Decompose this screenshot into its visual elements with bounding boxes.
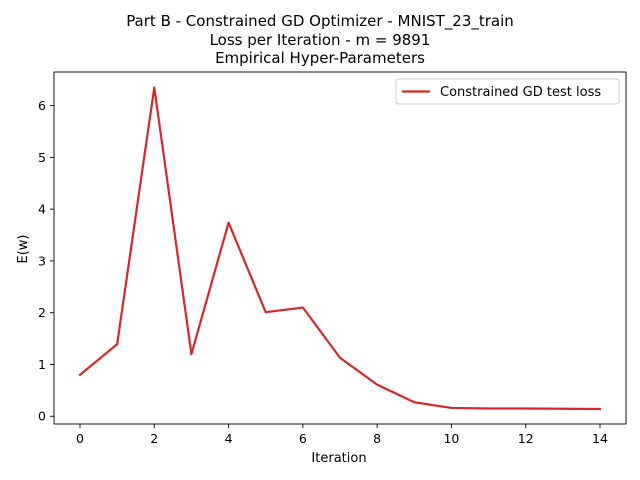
chart-title-line-1: Part B - Constrained GD Optimizer - MNIS… [126, 12, 514, 30]
series-line-0 [78, 86, 602, 411]
y-tick-label: 0 [38, 409, 46, 424]
axes-frame [53, 71, 627, 425]
x-axis-label: Iteration [311, 451, 366, 466]
y-tick-label: 1 [38, 357, 46, 372]
x-tick-label: 12 [518, 431, 534, 446]
y-tick-label: 5 [38, 150, 46, 165]
x-axis: 0 2 4 6 8 10 12 14 [76, 424, 608, 446]
chart-title-line-2: Loss per Iteration - m = 9891 [209, 31, 431, 49]
x-tick-label: 14 [592, 431, 608, 446]
legend-label: Constrained GD test loss [440, 85, 601, 100]
legend: Constrained GD test loss [395, 78, 620, 105]
chart-title-line-3: Empirical Hyper-Parameters [215, 49, 425, 67]
x-tick-label: 8 [373, 431, 381, 446]
y-axis: 0 1 2 3 4 5 6 [38, 98, 54, 424]
plot-frame [53, 71, 627, 425]
x-tick-label: 6 [299, 431, 307, 446]
x-tick-label: 10 [443, 431, 459, 446]
x-tick-label: 2 [150, 431, 158, 446]
y-tick-label: 3 [38, 253, 46, 268]
legend-box [395, 78, 620, 105]
y-tick-label: 4 [38, 202, 46, 217]
x-tick-label: 0 [76, 431, 84, 446]
y-tick-label: 6 [38, 98, 46, 113]
y-axis-label: E(w) [16, 235, 31, 264]
series-layer [78, 86, 602, 411]
x-tick-label: 4 [225, 431, 233, 446]
y-tick-label: 2 [38, 305, 46, 320]
